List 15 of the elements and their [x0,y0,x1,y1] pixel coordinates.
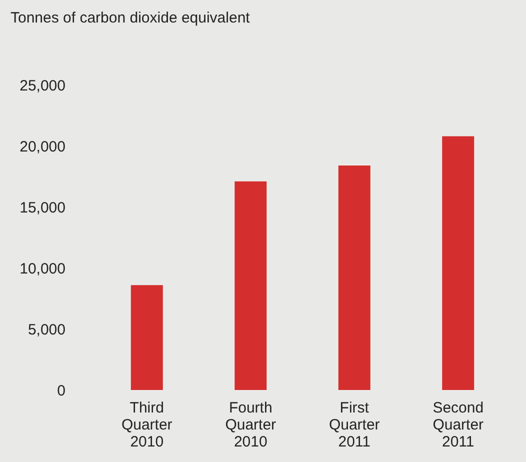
y-tick-label: 10,000 [20,260,66,278]
y-tick-label: 25,000 [20,78,66,94]
y-tick-label: 0 [57,382,66,400]
bar [338,166,370,390]
y-tick-label: 20,000 [20,138,66,156]
y-axis-title: Tonnes of carbon dioxide equivalent [10,10,251,26]
y-tick-label: 5,000 [28,322,66,338]
y-tick-label: 15,000 [20,200,66,216]
bar [234,181,267,390]
x-tick-label: Fourth Quarter 2010 [225,400,276,450]
bar [130,285,163,390]
x-tick-label: Second Quarter 2011 [432,400,484,450]
x-tick-label: First Quarter 2011 [328,400,380,450]
bar [442,136,474,390]
x-tick-label: Third Quarter 2010 [121,400,172,450]
